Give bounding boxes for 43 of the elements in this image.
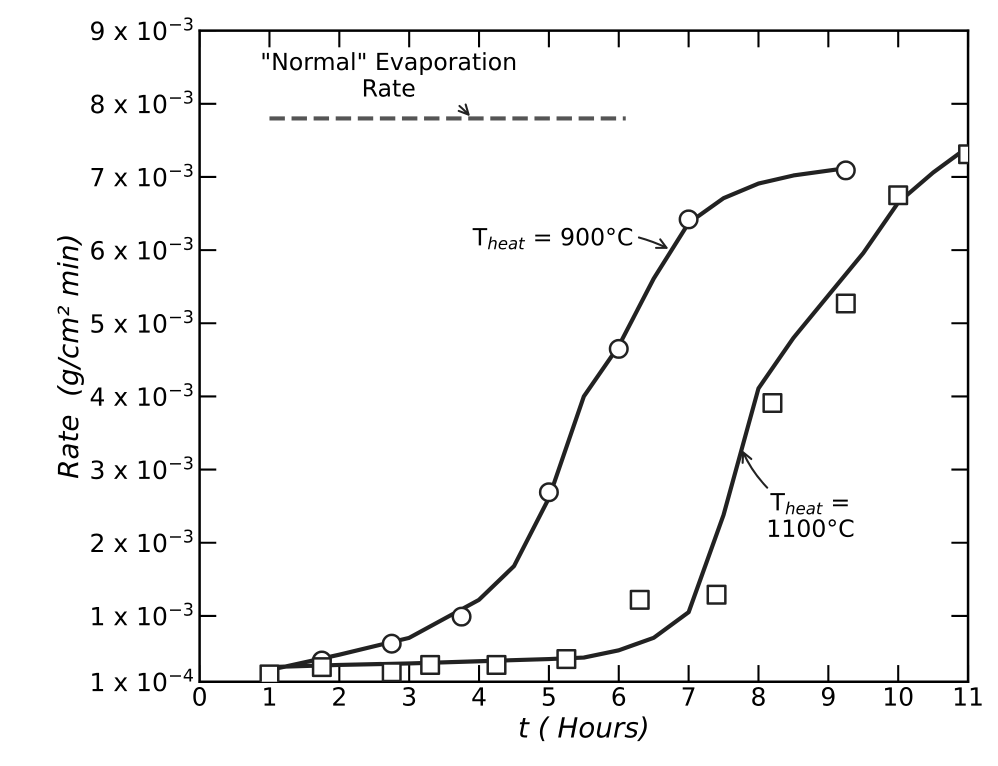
y-axis-title: Rate (g/cm² min) [57,236,84,478]
point [259,664,280,682]
x-tick-label: 7 [682,687,694,706]
point [556,649,576,670]
annotation: T$_{heat}$ = 1100°C [768,493,854,538]
x-axis-title: t ( Hours) [520,716,647,742]
point [836,160,856,180]
y-tick-label: 2 x 10$^{−3}$ [91,529,193,552]
annotation: "Normal" Evaporation Rate [262,52,516,97]
x-tick-label: 0 [193,687,206,706]
y-tick-label: 3 x 10$^{−3}$ [91,456,193,480]
point [486,654,507,675]
x-tick-label: 3 [403,687,416,706]
point [538,482,559,502]
point [836,293,856,314]
point [888,185,908,206]
y-tick-label: 9 x 10$^{−3}$ [91,17,193,40]
x-tick-label: 1 [264,687,276,706]
y-tick-label: 1 x 10$^{−4}$ [92,668,193,692]
x-tick-label: 9 [822,687,835,706]
point [382,634,402,654]
y-tick-label: 1 x 10$^{−3}$ [92,602,193,626]
point [420,654,440,675]
y-tick-label: 5 x 10$^{−3}$ [91,310,193,333]
point [630,590,650,610]
x-tick-label: 6 [612,687,626,706]
x-tick-label: 5 [542,687,555,706]
point [678,209,699,230]
x-tick-label: 8 [752,687,765,706]
x-tick-label: 11 [954,687,982,706]
y-tick-label: 4 x 10$^{−3}$ [90,383,193,406]
point [762,392,782,414]
point [608,338,629,359]
point [452,606,472,627]
point [312,657,332,678]
x-tick-label: 10 [885,687,912,706]
y-tick-label: 8 x 10$^{−3}$ [91,90,193,114]
annotation: T$_{heat}$ = 900°C [472,228,632,250]
y-tick-label: 6 x 10$^{−3}$ [91,236,193,260]
y-tick-label: 7 x 10$^{−3}$ [92,164,193,187]
x-tick-label: 4 [472,687,486,706]
x-tick-label: 2 [333,687,345,706]
point [706,584,727,605]
